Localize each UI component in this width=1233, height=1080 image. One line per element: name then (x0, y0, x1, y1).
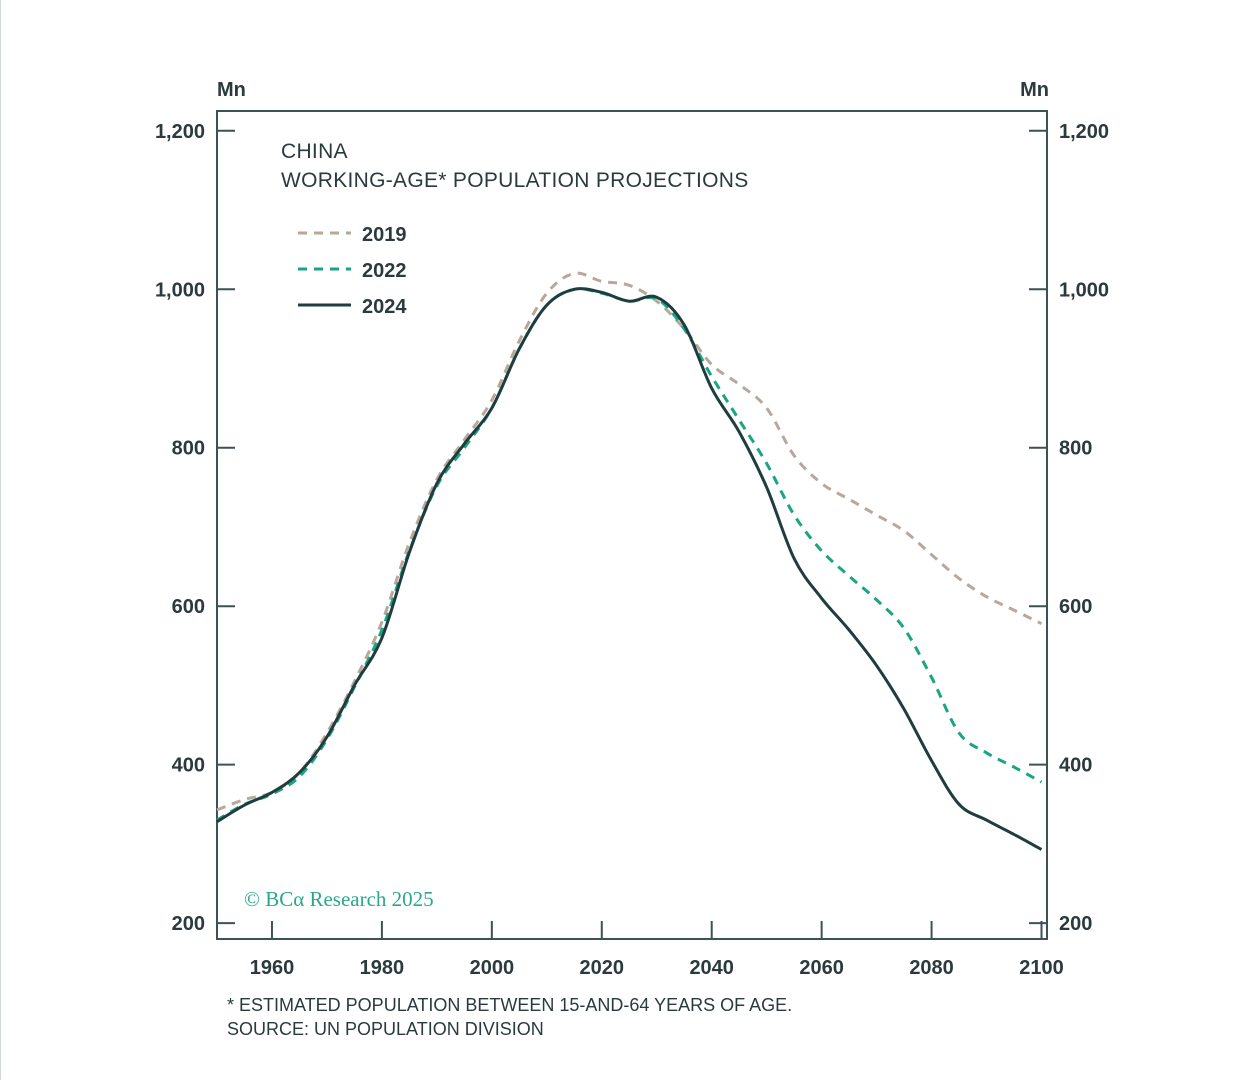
y-tick-label-left: 800 (172, 438, 205, 460)
y-tick-label-right: 400 (1059, 755, 1092, 777)
y-tick-label-right: 200 (1059, 913, 1092, 935)
y-tick-label-right: 600 (1059, 596, 1092, 618)
series-layer (216, 271, 1043, 851)
x-tick-label: 2020 (580, 957, 625, 979)
y-tick-label-right: 800 (1059, 438, 1092, 460)
y-tick-label-right: 1,200 (1059, 121, 1109, 143)
legend-label-2019: 2019 (362, 224, 407, 246)
legend: 2019 2022 2024 (298, 224, 407, 318)
x-tick-label: 1980 (360, 957, 405, 979)
footnote: * ESTIMATED POPULATION BETWEEN 15-AND-64… (227, 995, 792, 1015)
chart-title: CHINA (281, 140, 348, 163)
x-tick-label: 2060 (799, 957, 844, 979)
x-tick-label: 2100 (1019, 957, 1064, 979)
y-unit-label-left: Mn (217, 79, 246, 101)
ticks-layer: 200 200 400 400 600 600 800 800 1,000 1,000 1,200 1… (155, 121, 1109, 979)
chart-subtitle: WORKING-AGE* POPULATION PROJECTIONS (281, 169, 749, 192)
x-tick-label: 2000 (470, 957, 515, 979)
y-tick-label-left: 600 (172, 596, 205, 618)
y-tick-label-left: 200 (172, 913, 205, 935)
y-tick-label-left: 1,000 (155, 279, 205, 301)
series-line-2019 (216, 271, 1043, 812)
legend-label-2022: 2022 (362, 260, 407, 282)
series-line-2022 (216, 287, 1043, 822)
y-tick-label-left: 400 (172, 755, 205, 777)
y-tick-label-left: 1,200 (155, 121, 205, 143)
source-note: SOURCE: UN POPULATION DIVISION (227, 1019, 544, 1039)
y-tick-label-right: 1,000 (1059, 279, 1109, 301)
plot-border (216, 110, 1048, 940)
legend-label-2024: 2024 (362, 296, 407, 318)
x-tick-label: 1960 (250, 957, 295, 979)
x-tick-label: 2040 (689, 957, 734, 979)
x-tick-label: 2080 (909, 957, 954, 979)
series-line-2024 (216, 287, 1043, 851)
y-unit-label-right: Mn (1020, 79, 1049, 101)
credit-watermark: © BCα Research 2025 (244, 887, 434, 911)
